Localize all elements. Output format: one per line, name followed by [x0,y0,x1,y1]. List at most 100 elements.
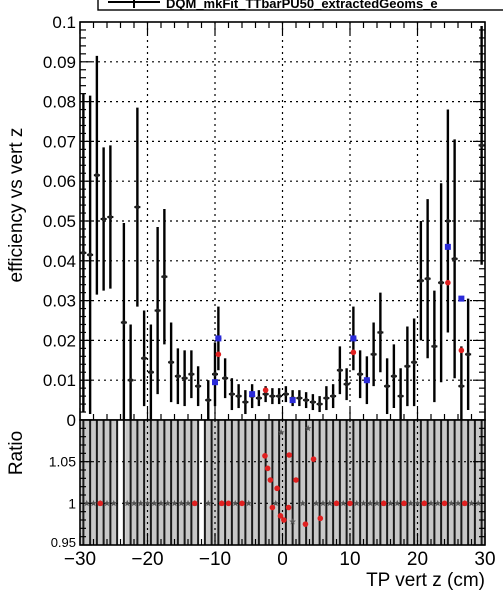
efficiency-y-tick-label: 0.08 [43,93,76,112]
ratio-point-grey [130,499,138,507]
ratio-point-red [277,513,284,519]
ratio-point-red [347,500,353,507]
efficiency-point-dot [384,383,390,389]
efficiency-point-dot [465,352,471,357]
ratio-point-red [302,521,309,527]
efficiency-point-blue [458,295,465,302]
efficiency-y-tick-label: 0.03 [43,292,76,311]
ratio-band-gap [198,420,205,545]
efficiency-point-dot [357,372,363,377]
ratio-point-grey [312,499,320,507]
efficiency-y-tick-label: 0.1 [52,13,76,32]
ratio-point-grey [150,499,158,507]
ratio-point-grey [137,499,145,507]
ratio-point-grey [177,499,185,507]
efficiency-point-dot [222,376,228,381]
ratio-point-grey [393,499,401,507]
efficiency-y-tick-label: 0.06 [43,172,76,191]
ratio-point-red [380,500,387,507]
ratio-point-red [267,477,274,483]
efficiency-point-dot [81,250,86,256]
ratio-point-grey [299,499,307,507]
efficiency-point-dot [128,378,133,383]
ratio-panel: 0.95 1 1.05 Ratio −30 −20 −10 0 10 20 30 TP vert… [6,419,496,591]
efficiency-point-red [262,387,269,393]
efficiency-point-blue [215,335,222,342]
legend-box [97,0,503,11]
ratio-point-red [286,452,293,458]
ratio-point-red [441,500,448,507]
x-tick-label: 0 [277,549,288,570]
efficiency-point-dot [94,173,100,178]
x-tick-label: −30 [64,549,96,570]
efficiency-point-dot [310,399,316,405]
ratio-point-grey [414,499,421,507]
efficiency-point-red [445,279,451,286]
ratio-point-grey [319,499,327,507]
ratio-point-red [421,500,428,507]
ratio-point-grey [360,499,367,507]
efficiency-point-dot [229,391,235,397]
efficiency-point-dot [391,374,397,379]
efficiency-point-dot [303,397,309,403]
efficiency-point-dot [405,364,410,369]
efficiency-point-blue [363,377,370,384]
efficiency-point-blue [249,391,256,398]
x-tick-label: −20 [131,549,163,570]
efficiency-point-dot [121,320,127,325]
ratio-point-grey [272,499,280,507]
efficiency-point-dot [212,372,218,377]
efficiency-point-dot [101,216,106,222]
ratio-point-red [239,500,245,507]
legend-entry: DQM_mkFit_TTbarPU50_extractedGeoms_e [166,0,438,11]
efficiency-point-dot [432,344,437,349]
ratio-y-tick-label: 0.95 [51,535,76,550]
ratio-point-red [333,500,340,507]
ratio-point-grey [157,499,165,507]
efficiency-point-dot [189,372,194,377]
efficiency-point-dot [438,280,444,285]
efficiency-point-dot [411,360,417,365]
efficiency-y-tick-labels: 0 0.01 0.02 0.03 0.04 0.05 0.06 0.07 0.08 0.09 0.1 [43,13,76,430]
efficiency-y-tick-label: 0.09 [43,53,76,72]
efficiency-point-dot [337,368,343,373]
efficiency-point-dot [108,214,113,220]
efficiency-point-dot [162,274,167,279]
x-tick-labels: −30 −20 −10 0 10 20 30 [64,549,496,570]
efficiency-point-dot [452,256,457,262]
efficiency-point-red [350,349,357,356]
ratio-y-axis-label: Ratio [6,431,27,475]
efficiency-point-dot [256,395,262,401]
ratio-point-grey [427,499,435,507]
ratio-point-grey [289,518,296,525]
efficiency-point-dot [206,397,211,403]
ratio-point-grey [245,499,253,507]
ratio-band-fill [80,420,485,545]
efficiency-point-dot [459,383,464,389]
ratio-point-grey [204,499,212,507]
ratio-point-grey [339,499,347,507]
ratio-point-red [293,477,299,483]
efficiency-point-red [458,347,465,354]
ratio-point-grey [277,429,285,436]
efficiency-point-blue [444,243,451,250]
ratio-point-red [461,500,468,507]
ratio-point-grey [171,499,178,507]
efficiency-y-tick-label: 0.07 [43,132,76,151]
efficiency-point-dot [148,370,154,375]
ratio-point-red [191,500,198,507]
ratio-frame [79,419,486,546]
ratio-band-gap [116,420,126,545]
ratio-point-red [274,485,280,492]
ratio-point-grey [164,499,172,507]
ratio-point-grey [83,499,91,507]
ratio-point-grey [103,499,111,507]
ratio-point-grey [474,499,482,507]
efficiency-point-dot [263,391,268,397]
ratio-y-tick-label: 1.05 [49,454,76,470]
ratio-point-grey [326,499,334,507]
ratio-y-tick-label: 1 [68,495,76,511]
efficiency-point-dot [344,381,349,387]
ratio-point-grey [373,499,381,507]
ratio-point-grey [353,499,361,507]
